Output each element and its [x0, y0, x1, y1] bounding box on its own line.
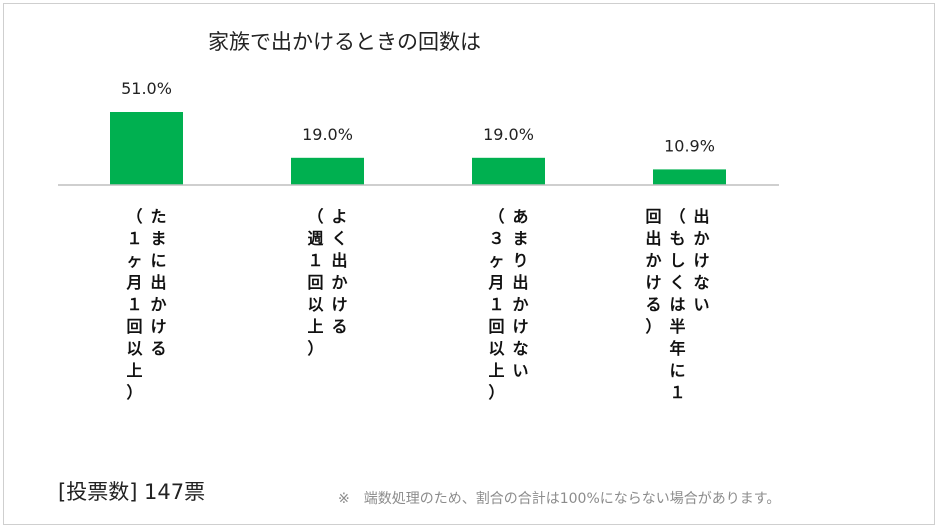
category-main-3: あまり出かけない — [512, 207, 528, 380]
bar-3 — [472, 157, 545, 185]
bar-4 — [653, 169, 726, 185]
vote-count: [投票数] 147票 — [58, 480, 206, 504]
category-sub-3: （３ヶ月１回以上） — [487, 207, 504, 402]
category-sub2-4: 回出かける） — [645, 207, 661, 336]
bar-1 — [110, 112, 183, 185]
bar-2 — [291, 157, 364, 185]
category-label-2: よく出かける （週１回以上） — [307, 207, 347, 358]
category-main-4: 出かけない — [693, 207, 709, 314]
category-main-1: たまに出かける — [150, 207, 166, 358]
data-label-1: 51.0% — [121, 79, 172, 98]
category-label-4: 出かけない （もしくは半年に１ 回出かける） — [645, 207, 709, 402]
category-sub-1: （１ヶ月１回以上） — [125, 207, 142, 402]
chart-title: 家族で出かけるときの回数は — [208, 30, 481, 54]
footnote: ※ 端数処理のため、割合の合計は100%にならない場合があります。 — [338, 491, 781, 507]
category-sub-2: （週１回以上） — [307, 207, 323, 358]
category-label-3: あまり出かけない （３ヶ月１回以上） — [487, 207, 528, 402]
data-label-2: 19.0% — [302, 125, 353, 144]
data-label-3: 19.0% — [483, 125, 534, 144]
category-sub-4: （もしくは半年に１ — [669, 207, 685, 402]
category-main-2: よく出かける — [331, 207, 347, 336]
category-label-1: たまに出かける （１ヶ月１回以上） — [125, 207, 166, 402]
chart-frame — [3, 3, 935, 525]
data-label-4: 10.9% — [664, 136, 715, 155]
